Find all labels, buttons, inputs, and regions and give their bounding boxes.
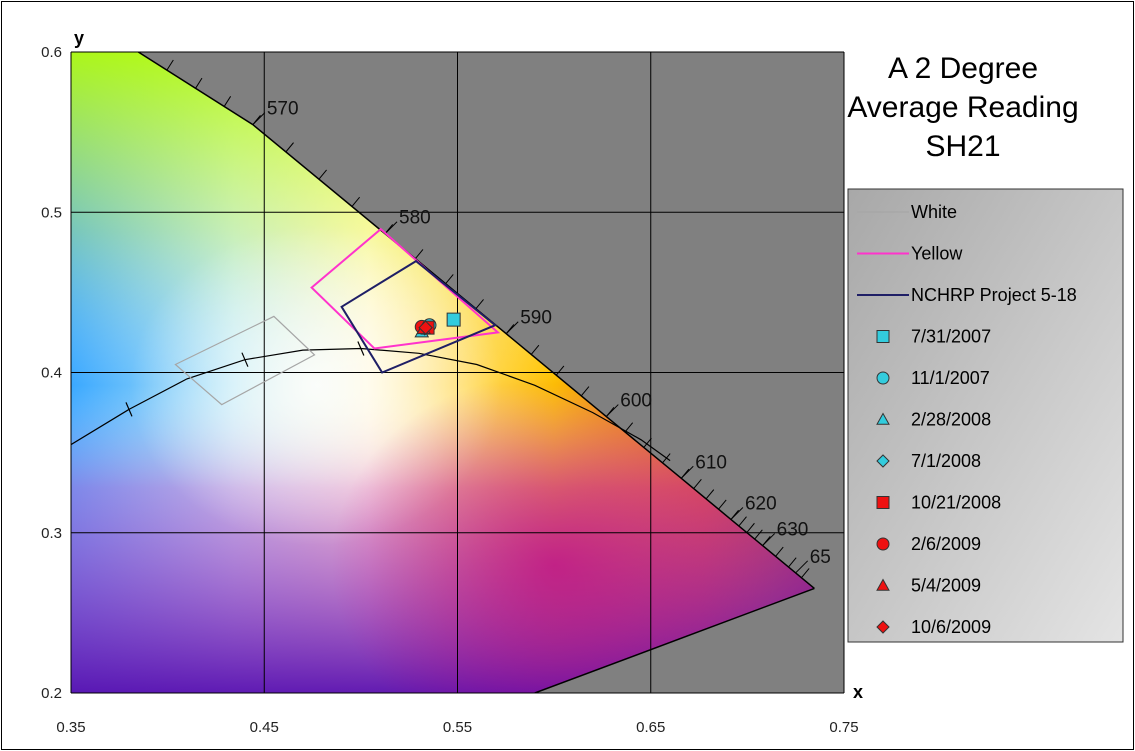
legend-swatch-9 [876,578,890,591]
legend-box [847,188,1124,643]
x-axis-label: x [853,682,863,702]
locus-tick-0-2 [195,77,203,89]
wavelength-leader-1 [384,221,398,235]
locus-tick-5-2 [705,489,715,500]
wavelength-leader-6 [762,533,775,546]
color-regions [174,227,501,406]
legend-label-4: 11/1/2007 [911,368,990,388]
x-tick-label-0: 0.35 [56,719,85,736]
locus-tick-0-0 [138,52,139,53]
chart-title: A 2 Degree Average Reading SH21 [847,52,1078,163]
y-tick-label-2: 0.4 [41,365,62,382]
region-1 [310,227,501,350]
legend-label-2: NCHRP Project 5-18 [911,285,1077,305]
planckian-tick-1 [241,352,249,367]
title-line-2: Average Reading [847,91,1078,124]
region-2 [340,259,498,374]
legend-label-7: 10/21/2008 [911,493,1001,513]
locus-tick-4-2 [643,437,652,448]
y-tick-label-0: 0.2 [41,685,62,702]
title-line-3: SH21 [925,130,1000,163]
legend-swatch-10 [876,620,890,634]
planckian-tick-2 [357,341,365,356]
locus-tick-6-3 [754,529,763,540]
planckian-tick-0 [125,402,133,417]
legend-label-5: 2/28/2008 [911,410,991,430]
wavelength-label-7: 65 [810,547,831,568]
legend-swatch-5 [876,412,890,425]
wavelength-leader-4 [680,465,694,479]
locus-tick-7-2 [788,557,797,568]
wavelength-leader-7 [795,560,809,574]
legend-swatch-6 [876,454,890,468]
region-0 [174,315,316,406]
locus-tick-1-1 [285,142,294,153]
locus-tick-0-1 [166,59,174,71]
axes: 0.35 0.45 0.55 0.65 0.75 0.2 0.3 0.4 0.5 0.6 x y [41,28,863,736]
locus-tick-2-3 [475,299,484,310]
wavelength-leader-3 [605,404,619,417]
locus-tick-6-1 [738,516,747,527]
legend-label-3: 7/31/2007 [911,327,991,347]
y-axis-label: y [74,28,84,48]
planckian-locus-line [71,347,671,462]
locus-tick-7-3 [801,568,810,578]
spectral-locus-line [137,52,815,589]
legend-label-10: 10/6/2009 [911,617,991,637]
legend-swatch-3 [876,330,890,343]
data-point-0-0 [446,312,461,327]
x-tick-label-2: 0.55 [443,719,472,736]
locus-tick-2-2 [445,274,454,285]
legend: White Yellow NCHRP Project 5-18 7/31/2007 11… [847,188,1124,643]
x-tick-label-3: 0.65 [636,719,665,736]
planckian-locus [71,341,671,462]
wavelength-label-5: 620 [745,493,777,514]
purple-line [534,587,815,693]
wavelength-label-1: 580 [399,208,431,229]
grid-lines [70,51,845,694]
data-points [414,312,461,338]
title-line-1: A 2 Degree [888,52,1038,85]
wavelength-label-2: 590 [520,308,552,329]
locus-tick-5-3 [718,499,727,510]
locus-tick-4-1 [624,422,634,433]
wavelength-leader-0 [252,112,266,125]
wavelength-leader-5 [730,507,744,520]
wavelength-label-4: 610 [695,452,727,473]
legend-label-9: 5/4/2009 [911,576,981,596]
y-tick-label-1: 0.3 [41,525,62,542]
y-tick-label-3: 0.5 [41,204,62,221]
locus-tick-0-3 [223,96,232,107]
legend-label-1: Yellow [911,244,963,264]
locus-tick-1-3 [351,196,361,207]
locus-tick-2-1 [414,249,424,260]
x-tick-label-1: 0.45 [250,719,279,736]
legend-swatch-7 [876,496,890,509]
wavelength-label-0: 570 [267,99,299,120]
locus-tick-1-2 [318,169,327,180]
locus-tick-3-2 [555,365,565,376]
locus-tick-5-1 [693,479,702,489]
legend-label-6: 7/1/2008 [911,451,981,471]
legend-swatch-8 [876,537,890,551]
wavelength-label-3: 600 [620,391,652,412]
wavelength-leader-2 [505,321,519,335]
locus-tick-6-2 [746,522,755,533]
legend-label-8: 2/6/2009 [911,534,981,554]
legend-label-0: White [911,202,957,222]
data-point-7-0 [418,320,433,335]
y-tick-label-4: 0.6 [41,44,62,61]
legend-swatch-4 [876,371,890,385]
locus-tick-3-1 [530,344,540,355]
locus-tick-3-3 [580,386,590,397]
x-tick-label-4: 0.75 [829,719,858,736]
locus-tick-7-1 [775,546,784,557]
wavelength-label-6: 630 [777,520,809,541]
